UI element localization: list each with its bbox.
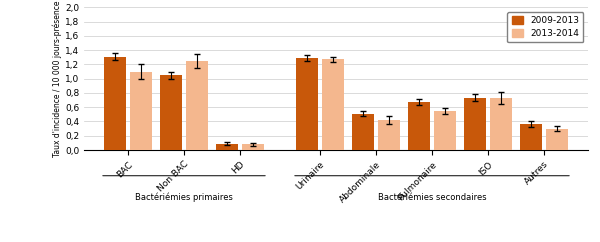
Bar xyxy=(545,129,568,150)
Bar xyxy=(160,75,182,150)
Bar xyxy=(322,59,344,150)
Bar xyxy=(490,98,512,150)
Bar xyxy=(464,98,487,150)
Legend: 2009-2013, 2013-2014: 2009-2013, 2013-2014 xyxy=(508,12,583,42)
Bar xyxy=(377,120,400,150)
Bar xyxy=(520,124,542,150)
Bar xyxy=(352,114,374,150)
Bar xyxy=(216,144,238,150)
Bar xyxy=(408,102,430,150)
Bar xyxy=(130,72,152,150)
Text: Bactériémies secondaires: Bactériémies secondaires xyxy=(377,193,487,202)
Y-axis label: Taux d'incidence / 10 000 jours-présence: Taux d'incidence / 10 000 jours-présence xyxy=(53,0,62,157)
Bar xyxy=(434,111,456,150)
Text: Bactériémies primaires: Bactériémies primaires xyxy=(135,193,233,202)
Bar xyxy=(104,57,127,150)
Bar xyxy=(296,58,319,150)
Bar xyxy=(242,144,264,150)
Bar xyxy=(185,61,208,150)
